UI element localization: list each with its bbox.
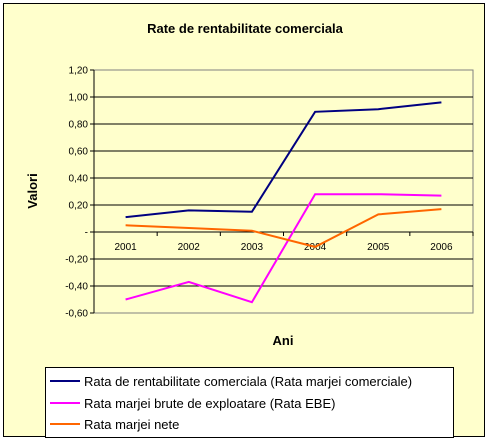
y-tick-label: 0,80 [69,120,89,131]
y-tick-label: -0,40 [65,282,88,293]
legend-swatch-3 [50,423,80,425]
legend-label-2: Rata marjei brute de exploatare (Rata EB… [84,395,336,411]
plot-area [93,69,474,314]
x-axis-title: Ani [273,333,294,348]
x-tick-label: 2003 [241,242,264,253]
legend-entry-3: Rata marjei nete [50,414,179,434]
legend: Rata de rentabilitate comerciala (Rata m… [45,367,454,438]
chart-area: Rate de rentabilitate comerciala 1,20 1,0… [3,3,485,438]
y-tick-label: 0,20 [69,201,89,212]
y-tick-label: 0,40 [69,174,89,185]
y-tick-label: - [85,228,88,239]
y-tick-label: 0,60 [69,147,89,158]
y-tick-label: 1,00 [69,93,89,104]
y-axis-title: Valori [25,173,40,208]
x-tick-label: 2001 [114,242,137,253]
legend-swatch-2 [50,402,80,404]
chart-title: Rate de rentabilitate comerciala [147,21,344,36]
y-axis-ticks: 1,20 1,00 0,80 0,60 0,40 0,20 - -0,20 -0,40 -0,60 [65,66,95,320]
x-tick-label: 2002 [178,242,201,253]
x-tick-label: 2005 [367,242,390,253]
y-tick-label: -0,60 [65,309,88,320]
legend-swatch-1 [50,380,80,382]
legend-label-3: Rata marjei nete [84,416,180,432]
legend-entry-2: Rata marjei brute de exploatare (Rata EB… [50,393,335,413]
y-tick-label: -0,20 [65,255,88,266]
series-line-3 [125,208,442,248]
series-line-2 [125,193,442,304]
y-tick-label: 1,20 [69,66,89,77]
series-line-1 [125,101,442,219]
series-lines [125,101,442,304]
legend-entry-1: Rata de rentabilitate comerciala (Rata m… [50,371,412,391]
chart-svg: Rate de rentabilitate comerciala 1,20 1,0… [25,21,474,348]
legend-label-1: Rata de rentabilitate comerciala (Rata m… [84,373,413,389]
x-tick-label: 2006 [430,242,453,253]
